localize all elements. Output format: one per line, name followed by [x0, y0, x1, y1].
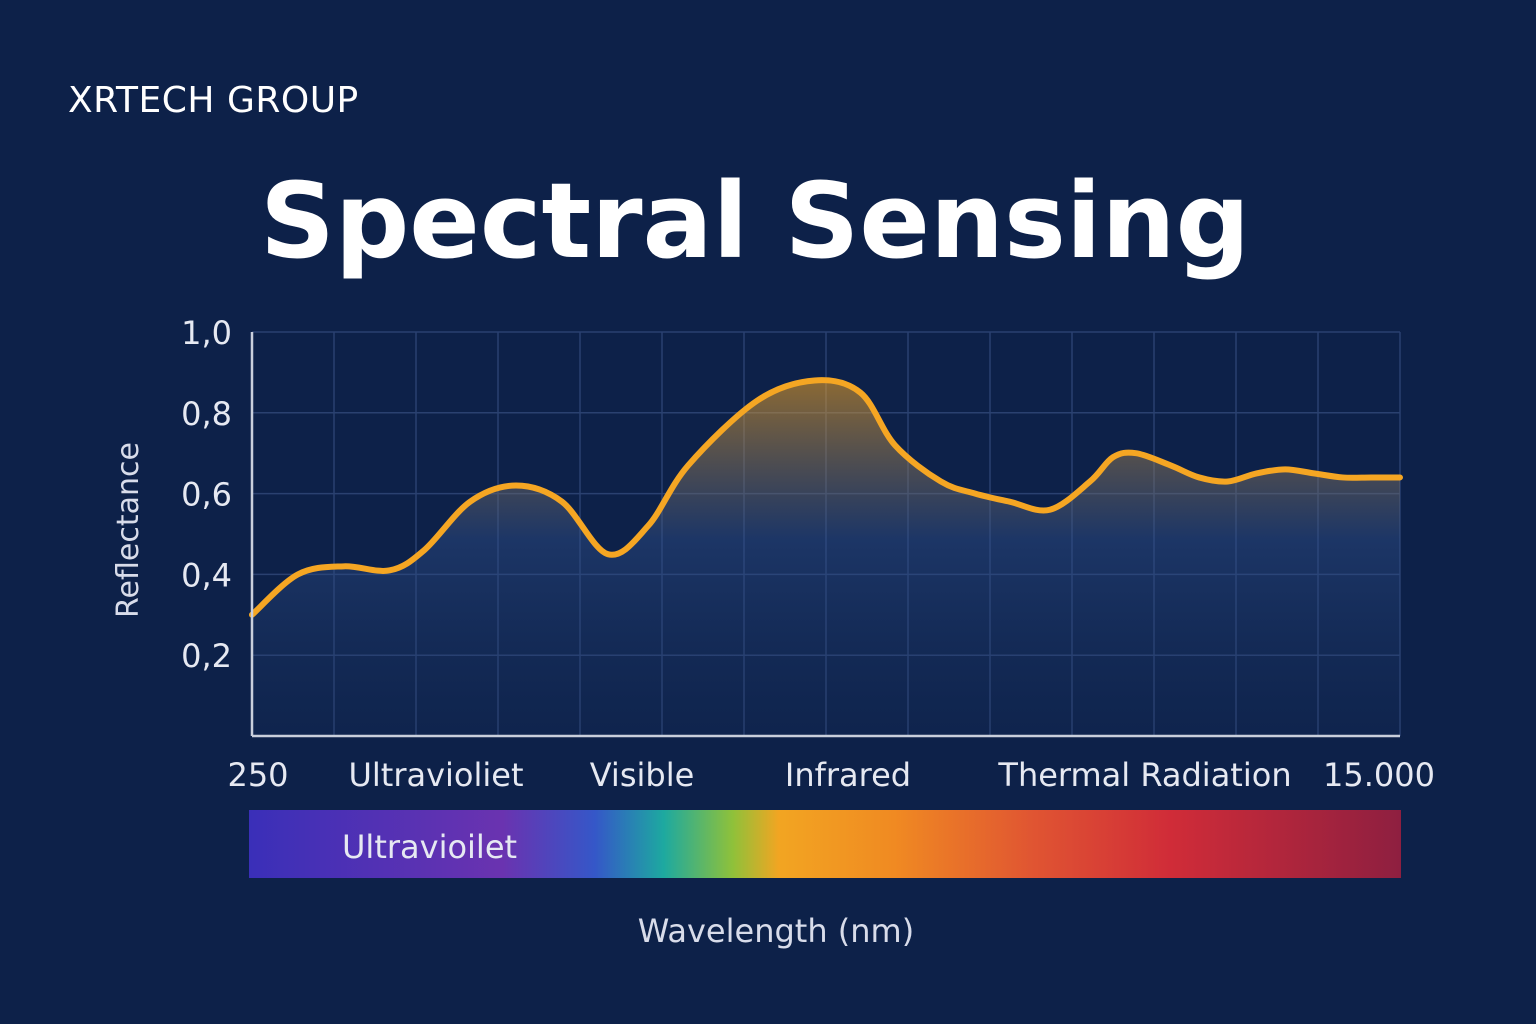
x-start-label: 250: [227, 756, 288, 794]
y-tick-labels: 0,2 0,4 0,6 0,8 1,0: [181, 314, 232, 675]
series-line: [249, 377, 1403, 618]
x-end-label: 15.000: [1323, 756, 1435, 794]
region-label: Thermal Radiation: [997, 756, 1291, 794]
y-tick-label: 0,4: [181, 556, 232, 594]
x-axis-title: Wavelength (nm): [638, 912, 914, 950]
region-labels: Ultravioliet Visible Infrared Thermal Radia…: [348, 756, 1291, 794]
y-tick-label: 1,0: [181, 314, 232, 352]
y-tick-label: 0,2: [181, 637, 232, 675]
series-area: [252, 380, 1400, 736]
region-label: Visible: [590, 756, 695, 794]
region-label: Infrared: [785, 756, 911, 794]
y-tick-label: 0,8: [181, 395, 232, 433]
y-tick-label: 0,6: [181, 476, 232, 514]
page-title: Spectral Sensing: [259, 160, 1251, 282]
spectrum-bar: [249, 810, 1401, 878]
spectrum-bar-label: Ultravioilet: [342, 828, 517, 866]
brand-name: XRTECH GROUP: [68, 80, 359, 121]
region-label: Ultravioliet: [348, 756, 523, 794]
y-axis-title: Reflectance: [111, 442, 146, 618]
